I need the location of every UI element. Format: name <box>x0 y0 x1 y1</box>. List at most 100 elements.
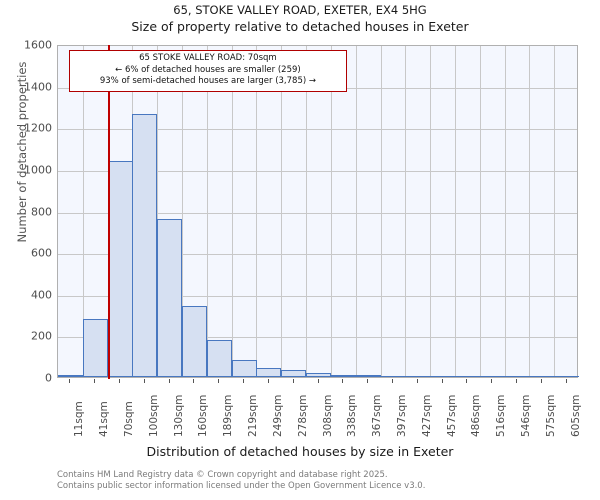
x-tick-mark <box>119 379 120 383</box>
x-tick-label: 100sqm <box>147 394 160 437</box>
bar <box>554 376 579 377</box>
bar <box>108 160 133 377</box>
x-tick-mark <box>293 379 294 383</box>
x-tick-label: 70sqm <box>123 401 136 437</box>
x-tick-mark <box>69 379 70 383</box>
page-title: 65, STOKE VALLEY ROAD, EXETER, EX4 5HG <box>173 3 427 17</box>
x-tick-mark <box>218 379 219 383</box>
gridline-vertical <box>529 46 530 377</box>
chart-title-block: 65, STOKE VALLEY ROAD, EXETER, EX4 5HG S… <box>0 2 600 36</box>
bar <box>529 376 554 377</box>
x-tick-mark <box>318 379 319 383</box>
bar <box>381 376 406 377</box>
gridline-vertical <box>505 46 506 377</box>
gridline-vertical <box>356 46 357 377</box>
gridline-vertical <box>256 46 257 377</box>
x-tick-label: 41sqm <box>98 401 111 437</box>
bar <box>58 375 83 377</box>
x-tick-mark <box>442 379 443 383</box>
bar <box>505 376 530 377</box>
x-tick-mark <box>94 379 95 383</box>
bar <box>405 376 430 377</box>
gridline-vertical <box>405 46 406 377</box>
gridline-vertical <box>455 46 456 377</box>
bar <box>455 376 480 377</box>
gridline-horizontal <box>58 129 577 131</box>
y-tick-label: 1200 <box>24 121 52 135</box>
x-tick-label: 219sqm <box>247 394 260 437</box>
bar <box>306 372 331 377</box>
x-tick-mark <box>541 379 542 383</box>
x-tick-label: 160sqm <box>197 394 210 437</box>
x-tick-label: 338sqm <box>346 394 359 437</box>
x-tick-label: 308sqm <box>321 394 334 437</box>
bar <box>356 374 381 377</box>
bar <box>207 339 232 377</box>
gridline-vertical <box>306 46 307 377</box>
y-tick-label: 600 <box>31 246 52 260</box>
x-tick-label: 427sqm <box>420 394 433 437</box>
bar <box>480 376 505 377</box>
annotation-line-2: ← 6% of detached houses are smaller (259… <box>115 64 301 75</box>
x-tick-label: 11sqm <box>73 401 86 437</box>
chart-subtitle: Size of property relative to detached ho… <box>131 19 469 34</box>
x-tick-mark <box>491 379 492 383</box>
gridline-vertical <box>232 46 233 377</box>
x-tick-mark <box>566 379 567 383</box>
bar <box>232 360 257 377</box>
gridline-horizontal <box>58 170 577 172</box>
x-tick-label: 397sqm <box>395 394 408 437</box>
property-marker-line <box>107 45 110 379</box>
x-tick-mark <box>516 379 517 383</box>
gridline-vertical <box>182 46 183 377</box>
bar <box>83 318 108 377</box>
x-tick-mark <box>417 379 418 383</box>
x-tick-label: 605sqm <box>569 394 582 437</box>
gridline-vertical <box>381 46 382 377</box>
x-tick-mark <box>268 379 269 383</box>
x-tick-mark <box>243 379 244 383</box>
y-tick-label: 400 <box>31 288 52 302</box>
y-tick-label: 1000 <box>24 163 52 177</box>
gridline-horizontal <box>58 254 577 256</box>
gridline-horizontal <box>58 295 577 297</box>
gridline-vertical <box>554 46 555 377</box>
gridline-vertical <box>430 46 431 377</box>
x-tick-label: 575sqm <box>544 394 557 437</box>
y-tick-label: 1600 <box>24 38 52 52</box>
bar <box>132 113 157 377</box>
x-tick-mark <box>342 379 343 383</box>
x-tick-mark <box>144 379 145 383</box>
x-tick-label: 516sqm <box>495 394 508 437</box>
x-tick-label: 546sqm <box>519 394 532 437</box>
gridline-horizontal <box>58 337 577 339</box>
gridline-horizontal <box>58 212 577 214</box>
x-axis-title: Distribution of detached houses by size … <box>146 444 454 459</box>
gridline-vertical <box>207 46 208 377</box>
annotation-box: 65 STOKE VALLEY ROAD: 70sqm ← 6% of deta… <box>69 50 347 92</box>
x-tick-mark <box>392 379 393 383</box>
y-axis: Number of detached properties 0 200 400 600… <box>0 0 52 500</box>
bar <box>182 306 207 377</box>
x-tick-label: 486sqm <box>470 394 483 437</box>
x-tick-label: 367sqm <box>371 394 384 437</box>
bar <box>157 218 182 377</box>
x-tick-label: 457sqm <box>445 394 458 437</box>
x-tick-label: 278sqm <box>296 394 309 437</box>
bar <box>256 367 281 377</box>
x-tick-label: 249sqm <box>271 394 284 437</box>
y-tick-label: 0 <box>45 371 52 385</box>
bar <box>331 374 356 377</box>
x-tick-mark <box>193 379 194 383</box>
x-tick-mark <box>367 379 368 383</box>
gridline-vertical <box>157 46 158 377</box>
bar <box>430 376 455 377</box>
annotation-line-3: 93% of semi-detached houses are larger (… <box>99 76 316 86</box>
gridline-vertical <box>331 46 332 377</box>
gridline-vertical <box>83 46 84 377</box>
gridline-vertical <box>480 46 481 377</box>
plot-area <box>57 45 579 379</box>
annotation-line-1: 65 STOKE VALLEY ROAD: 70sqm <box>139 53 277 63</box>
y-tick-label: 800 <box>31 205 52 218</box>
